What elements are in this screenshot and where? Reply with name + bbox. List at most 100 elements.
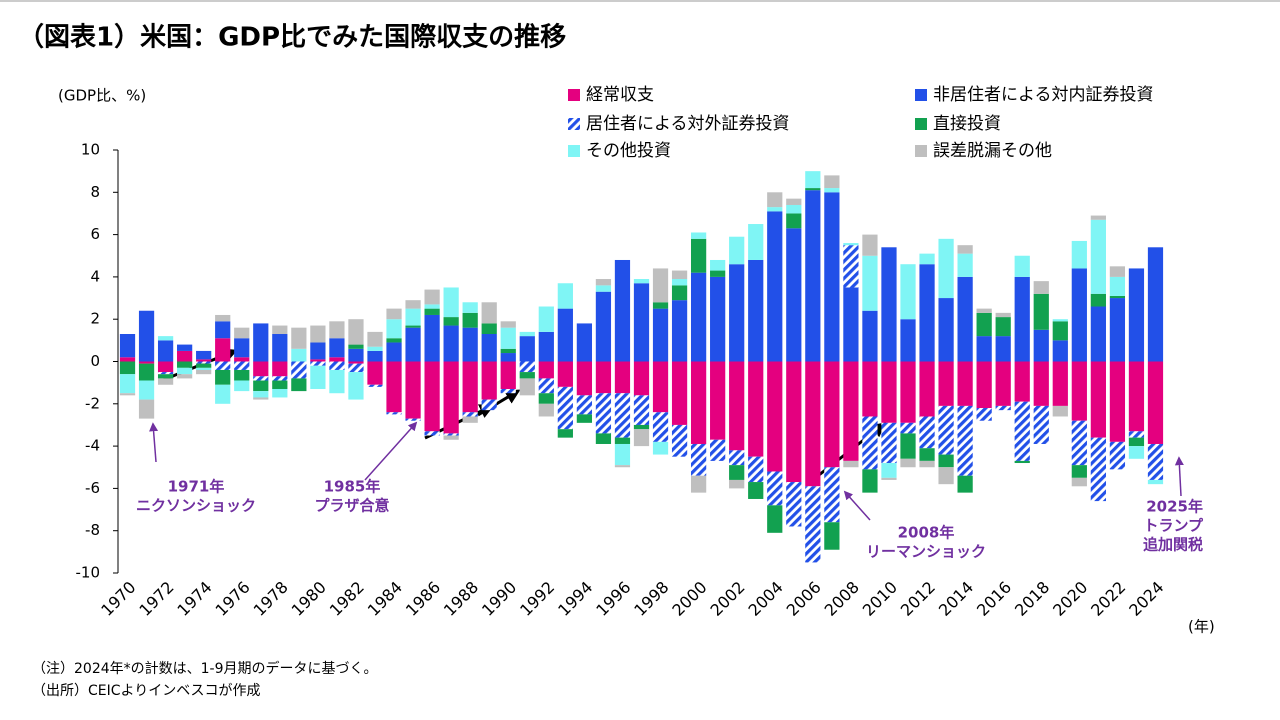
bar-segment — [443, 317, 459, 326]
bar-segment — [995, 317, 1011, 337]
bar-segment — [272, 376, 288, 381]
bar-segment — [1033, 281, 1049, 294]
legend-swatch — [568, 145, 580, 157]
bar-segment — [119, 374, 136, 394]
bar-segment — [1090, 437, 1106, 502]
bar-segment — [919, 416, 935, 449]
bar-segment — [671, 361, 688, 425]
bar-segment — [272, 325, 288, 335]
bar-segment — [957, 253, 973, 277]
bar-segment — [386, 308, 402, 320]
y-tick-label: 2 — [90, 310, 100, 328]
bar-segment — [196, 369, 212, 375]
bar-segment — [310, 342, 326, 360]
bar-segment — [500, 321, 516, 328]
x-tick-label: 2020 — [1049, 578, 1091, 620]
bar-segment — [671, 279, 688, 286]
bar-segment — [1109, 298, 1126, 362]
bar-segment — [786, 213, 802, 229]
bar-segment — [652, 302, 669, 309]
bar-segment — [957, 475, 973, 493]
bar-segment — [253, 391, 269, 398]
bar-segment — [633, 279, 650, 284]
bar-segment — [1128, 446, 1145, 459]
x-tick-label: 1998 — [630, 578, 672, 620]
bar-segment — [215, 338, 231, 362]
bar-segment — [138, 380, 155, 400]
bar-segment — [500, 388, 516, 394]
bar-segment — [614, 465, 631, 468]
bar-segment — [1147, 479, 1164, 485]
bar-segment — [557, 386, 573, 430]
annotation: リーマンショック — [866, 543, 986, 561]
x-tick-label: 2002 — [706, 578, 748, 620]
bar-segment — [1071, 268, 1087, 362]
bar-segment — [767, 471, 783, 506]
bar-segment — [500, 361, 516, 389]
bar-segment — [652, 441, 669, 455]
bar-segment — [138, 363, 155, 381]
bar-segment — [157, 378, 174, 385]
bar-segment — [805, 486, 821, 563]
bar-segment — [690, 475, 707, 493]
bar-segment — [690, 232, 707, 239]
bar-segment — [671, 424, 688, 457]
bar-segment — [119, 361, 136, 375]
bar-segment — [1033, 329, 1049, 362]
bar-segment — [976, 336, 992, 362]
bar-segment — [786, 198, 802, 205]
bar-segment — [938, 238, 954, 299]
bar-segment — [748, 482, 764, 499]
bar-segment — [424, 361, 440, 432]
bar-segment — [177, 344, 193, 351]
x-axis-label: (年) — [1188, 618, 1215, 636]
bar-segment — [481, 302, 497, 324]
bar-segment — [557, 361, 573, 387]
bar-segment — [1033, 361, 1049, 406]
legend-swatch — [915, 89, 927, 101]
bar-segment — [157, 336, 174, 341]
x-tick-label: 1984 — [364, 578, 406, 620]
x-tick-label: 1988 — [440, 578, 482, 620]
bar-segment — [824, 361, 840, 468]
legend-swatch — [915, 118, 927, 130]
bar-segment — [710, 439, 726, 461]
annotation: 1971年 — [168, 478, 225, 496]
bar-segment — [843, 460, 859, 468]
x-tick-label: 1992 — [516, 578, 558, 620]
bar-segment — [1052, 319, 1068, 322]
bar-segment — [614, 361, 631, 394]
bar-segment — [538, 361, 554, 379]
bar-segment — [196, 363, 212, 368]
bar-segment — [1033, 405, 1049, 444]
bar-segment — [386, 338, 402, 343]
x-tick-label: 1994 — [554, 578, 596, 620]
bar-segment — [348, 361, 364, 364]
bar-segment — [786, 361, 802, 483]
bar-segment — [310, 361, 326, 366]
x-tick-label: 1990 — [478, 578, 520, 620]
bar-segment — [443, 287, 459, 318]
bar-segment — [919, 253, 935, 265]
bar-segment — [767, 192, 783, 208]
y-tick-label: 10 — [81, 141, 100, 159]
bar-segment — [367, 331, 383, 347]
note: （注）2024年*の計数は、1-9月期のデータに基づく。 — [32, 660, 378, 677]
bar-segment — [329, 321, 345, 339]
bar-segment — [119, 393, 136, 396]
bar-segment — [805, 190, 821, 362]
bar-segment — [405, 308, 421, 326]
bar-segment — [1014, 361, 1030, 402]
bar-segment — [500, 353, 516, 362]
x-tick-label: 2012 — [897, 578, 939, 620]
bar-segment — [614, 393, 631, 438]
annotation: 2025年 — [1146, 498, 1203, 516]
bar-segment — [1014, 255, 1030, 277]
bar-segment — [919, 361, 935, 417]
bar-segment — [824, 192, 840, 362]
bar-segment — [272, 380, 288, 389]
bar-segment — [1147, 361, 1164, 444]
bar-segment — [671, 270, 688, 280]
bar-segment — [462, 416, 478, 423]
bar-segment — [862, 469, 878, 493]
